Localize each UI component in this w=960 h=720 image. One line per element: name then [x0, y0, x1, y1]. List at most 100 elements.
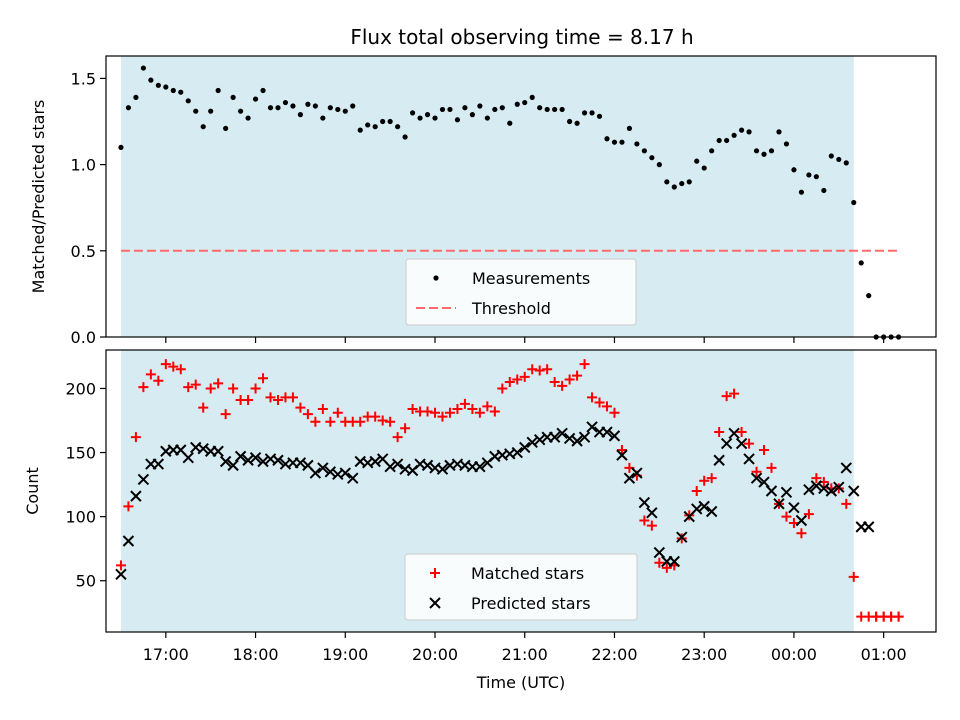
measurement-point	[656, 162, 662, 168]
matched-star-marker	[160, 359, 171, 370]
matched-star-marker	[228, 383, 239, 394]
predicted-star-marker	[548, 431, 561, 443]
measurement-point	[252, 96, 259, 102]
matched-star-marker	[534, 365, 545, 376]
predicted-star-marker	[780, 486, 793, 498]
predicted-star-marker	[818, 482, 830, 495]
predicted-star-marker	[788, 501, 800, 514]
y-tick-label: 150	[65, 444, 96, 463]
predicted-star-marker	[533, 434, 546, 446]
measurement-point	[671, 184, 677, 190]
measurement-point	[178, 89, 184, 95]
legend-marker	[433, 275, 439, 281]
measurement-point	[537, 105, 543, 111]
measurement-point	[432, 115, 438, 121]
predicted-star-marker	[705, 505, 718, 518]
measurement-point	[208, 108, 214, 114]
matched-star-marker	[452, 403, 463, 414]
predicted-star-marker	[833, 481, 845, 493]
measurement-point	[140, 65, 146, 71]
predicted-star-marker	[436, 463, 449, 475]
matched-star-marker	[751, 466, 762, 477]
predicted-star-marker	[474, 460, 486, 473]
predicted-star-marker	[212, 445, 224, 457]
matched-star-marker	[744, 438, 755, 449]
x-tick-label: 17:00	[143, 645, 189, 664]
x-tick-label: 19:00	[322, 645, 368, 664]
matched-star-marker	[848, 571, 859, 582]
measurement-point	[454, 117, 461, 123]
measurement-point	[731, 132, 737, 138]
measurement-point	[709, 148, 715, 154]
measurement-point	[447, 106, 453, 113]
measurement-point	[507, 120, 513, 126]
matched-star-marker	[587, 392, 598, 403]
predicted-star-marker	[317, 462, 329, 474]
matched-star-marker	[310, 416, 321, 427]
x-tick-label: 01:00	[861, 645, 907, 664]
predicted-star-marker	[309, 467, 322, 479]
measurement-point	[365, 122, 371, 128]
predicted-star-marker	[848, 485, 860, 497]
measurement-point	[200, 124, 206, 130]
matched-star-marker	[400, 423, 411, 434]
matched-star-marker	[594, 397, 605, 408]
matched-star-marker	[766, 462, 777, 473]
matched-star-marker	[205, 383, 216, 394]
predicted-star-marker	[384, 460, 396, 473]
matched-star-marker	[287, 392, 298, 403]
predicted-star-marker	[242, 454, 254, 466]
matched-star-marker	[564, 374, 575, 385]
measurement-point	[409, 110, 416, 116]
measurement-point	[335, 106, 341, 113]
legend: Measurements Threshold	[405, 258, 637, 326]
matched-star-marker	[759, 444, 770, 455]
measurement-point	[664, 179, 670, 185]
matched-star-marker	[183, 382, 194, 393]
y-tick-label: 0.5	[71, 242, 96, 261]
matched-star-marker	[385, 416, 396, 427]
measurement-point	[133, 94, 139, 100]
y-axis-label: Count	[23, 467, 42, 515]
matched-star-marker	[437, 411, 448, 422]
x-tick-label: 00:00	[771, 645, 817, 664]
measurement-point	[215, 87, 221, 94]
x-tick-label: 23:00	[681, 645, 727, 664]
matched-star-marker	[646, 520, 657, 531]
predicted-star-marker	[653, 546, 666, 559]
matched-star-marker	[377, 415, 388, 426]
matched-star-marker	[557, 380, 568, 391]
measurement-point	[813, 174, 819, 180]
measurement-point	[357, 127, 363, 133]
measurement-point	[118, 144, 124, 150]
measurement-point	[170, 87, 176, 94]
y-tick-label: 200	[65, 379, 96, 398]
measurement-point	[342, 108, 348, 114]
matched-star-marker	[153, 375, 164, 386]
measurement-point	[679, 180, 685, 187]
predicted-star-marker	[249, 451, 262, 464]
measurement-point	[395, 124, 401, 130]
y-tick-label: 50	[76, 572, 96, 591]
matched-star-marker	[145, 369, 156, 380]
predicted-star-marker	[623, 472, 636, 484]
matched-star-marker	[168, 361, 179, 372]
predicted-star-marker	[182, 451, 194, 464]
predicted-star-marker	[122, 535, 135, 547]
legend-label: Measurements	[472, 269, 590, 288]
matched-star-marker	[213, 378, 224, 389]
predicted-star-marker	[152, 458, 165, 470]
measurement-point	[581, 110, 588, 116]
matched-star-marker	[302, 409, 313, 420]
predicted-star-marker	[713, 454, 725, 466]
matched-star-marker	[325, 416, 336, 427]
matched-star-marker	[601, 401, 612, 412]
measurement-point	[589, 110, 595, 116]
measurement-point	[694, 158, 700, 164]
predicted-star-marker	[773, 498, 785, 510]
matched-star-marker	[407, 403, 418, 414]
measurement-point	[529, 94, 535, 100]
predicted-star-marker	[825, 485, 838, 497]
predicted-star-marker	[347, 472, 359, 484]
matched-star-marker	[781, 511, 792, 522]
